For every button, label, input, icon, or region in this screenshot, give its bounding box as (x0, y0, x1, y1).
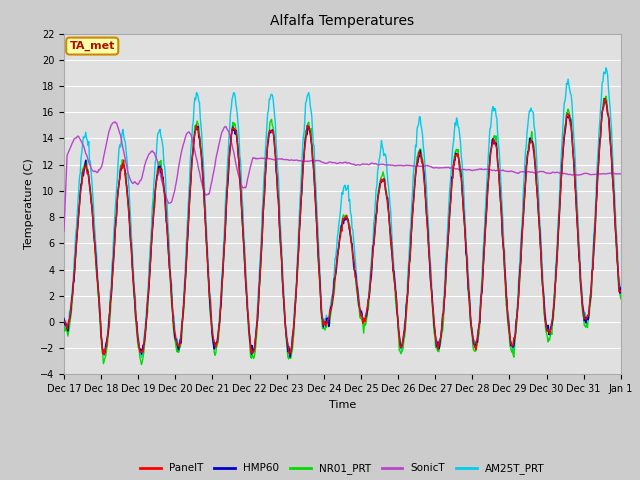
Legend: PanelT, HMP60, NR01_PRT, SonicT, AM25T_PRT: PanelT, HMP60, NR01_PRT, SonicT, AM25T_P… (136, 459, 548, 478)
Text: TA_met: TA_met (70, 41, 115, 51)
Y-axis label: Temperature (C): Temperature (C) (24, 158, 35, 250)
Title: Alfalfa Temperatures: Alfalfa Temperatures (270, 14, 415, 28)
X-axis label: Time: Time (329, 400, 356, 409)
